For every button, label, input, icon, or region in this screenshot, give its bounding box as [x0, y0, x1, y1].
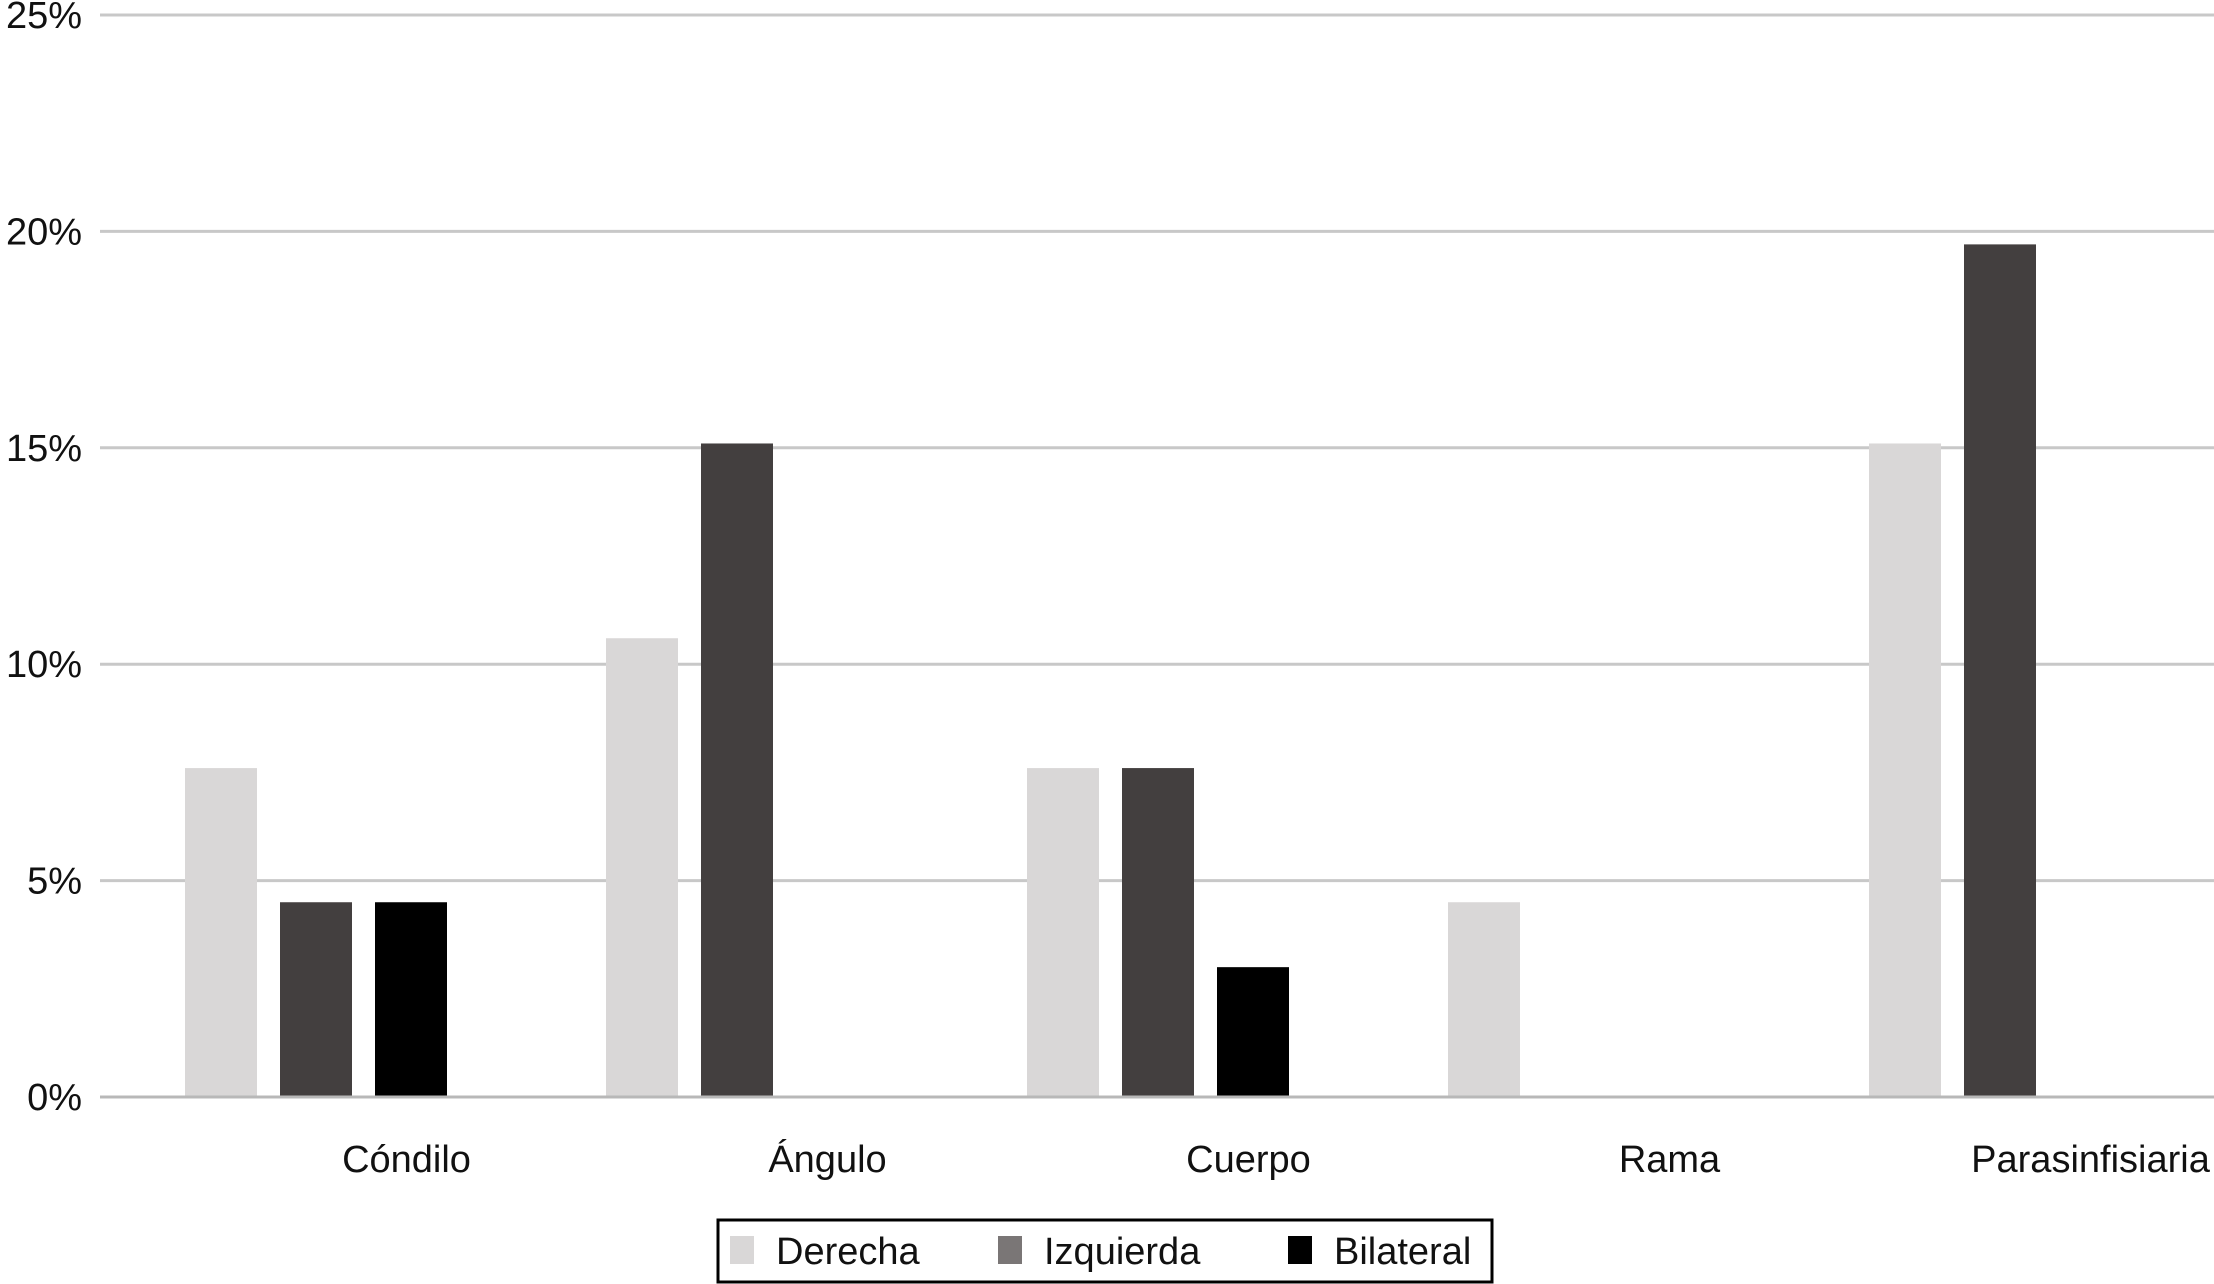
bar-derecha-5: [1869, 443, 1941, 1097]
y-axis-tick-labels: 0% 5% 10% 15% 20% 25%: [6, 0, 82, 1119]
legend-label-izquierda: Izquierda: [1044, 1231, 1201, 1273]
legend-swatch-derecha: [730, 1236, 754, 1264]
legend-swatch-bilateral: [1288, 1236, 1312, 1264]
y-tick-label: 20%: [6, 211, 82, 253]
y-tick-label: 25%: [6, 0, 82, 37]
x-axis-category-labels: Cóndilo Ángulo Cuerpo Rama Parasinfisiaria: [342, 1138, 2211, 1181]
bar-bilateral-1: [375, 902, 447, 1097]
bar-izquierda-2: [701, 443, 773, 1097]
gridlines: [100, 13, 2214, 883]
legend-label-bilateral: Bilateral: [1334, 1231, 1471, 1273]
y-tick-label: 5%: [27, 861, 82, 903]
x-category-label: Cuerpo: [1186, 1139, 1311, 1181]
legend-label-derecha: Derecha: [776, 1231, 920, 1273]
bar-derecha-1: [185, 768, 257, 1097]
bar-derecha-3: [1027, 768, 1099, 1097]
y-tick-label: 15%: [6, 428, 82, 470]
bar-derecha-2: [606, 638, 678, 1097]
x-category-label: Ángulo: [768, 1138, 886, 1181]
bar-bilateral-3: [1217, 967, 1289, 1097]
legend: Derecha Izquierda Bilateral: [716, 1218, 1494, 1284]
legend-box: [716, 1218, 1494, 1284]
x-category-label: Rama: [1619, 1139, 1721, 1181]
bar-derecha-4: [1448, 902, 1520, 1097]
bar-izquierda-5: [1964, 244, 2036, 1097]
y-tick-label: 0%: [27, 1077, 82, 1119]
x-category-label: Cóndilo: [342, 1139, 471, 1181]
bar-izquierda-1: [280, 902, 352, 1097]
bar-izquierda-3: [1122, 768, 1194, 1097]
bars: [185, 244, 2036, 1097]
legend-swatch-izquierda: [998, 1236, 1022, 1264]
y-tick-label: 10%: [6, 644, 82, 686]
x-category-label: Parasinfisiaria: [1971, 1139, 2211, 1181]
